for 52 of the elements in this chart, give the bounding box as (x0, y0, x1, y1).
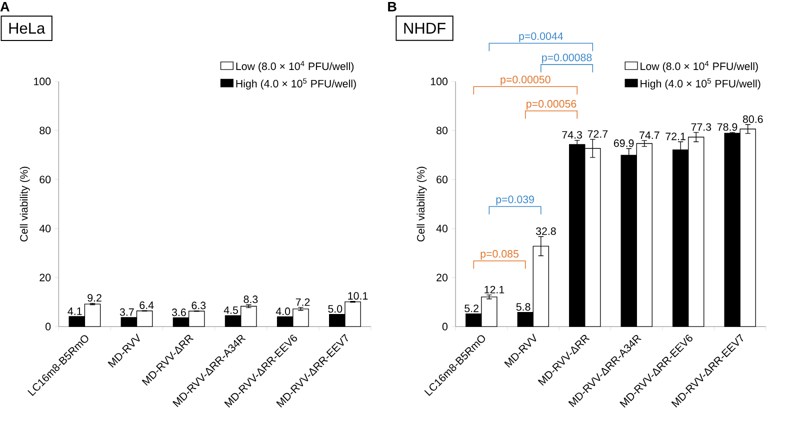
y-tick-label: 60 (436, 176, 448, 184)
text: p=0.00088 (542, 54, 592, 64)
data-label: 5.0 (328, 305, 342, 313)
legend-label: Low (8.0 × 10$^{4}$ PFU/well) (236, 61, 354, 72)
data-label: 6.4 (140, 301, 154, 310)
y-tick-label: 20 (436, 274, 448, 282)
y-tick-label: 80 (40, 126, 51, 134)
annotation: p=0.085 (480, 250, 519, 260)
data-label: 77.3 (691, 123, 712, 131)
text: B (388, 2, 396, 12)
data-label: 3.6 (172, 308, 186, 316)
y-tick-label: 60 (40, 176, 51, 184)
data-label: 5.8 (516, 303, 530, 311)
data-label: 10.1 (348, 292, 368, 300)
legend-label: High (4.0 × 10$^{5}$ PFU/well) (640, 78, 760, 90)
data-label: 8.3 (244, 296, 258, 304)
y-axis-title: Cell viability (%) (416, 166, 427, 242)
y-tick-label: 20 (40, 274, 51, 282)
data-label: 74.7 (640, 132, 660, 139)
annotation: p=0.00056 (526, 100, 576, 110)
data-label: 4.0 (276, 308, 290, 316)
legend-label: High (4.0 × 10$^{5}$ PFU/well) (236, 78, 356, 90)
data-label: 78.9 (717, 123, 738, 131)
y-tick-label: 100 (430, 78, 448, 86)
y-tick-label: 100 (34, 78, 51, 86)
text: p=0.0044 (519, 32, 563, 42)
chart-title: HeLa (9, 22, 46, 34)
data-label: 7.2 (296, 298, 310, 306)
data-label: 5.2 (464, 304, 478, 312)
annotation: p=0.039 (496, 196, 534, 206)
data-label: 69.9 (614, 139, 634, 147)
data-label: 6.3 (192, 302, 206, 310)
legend-label: Low (8.0 × 10$^{4}$ PFU/well) (640, 61, 758, 72)
data-label: 4.5 (224, 306, 238, 314)
text: A (0, 2, 10, 12)
y-tick-label: 40 (436, 224, 448, 232)
data-label: 4.1 (68, 308, 82, 315)
data-label: 32.8 (536, 227, 556, 235)
data-label: 3.7 (120, 308, 134, 316)
y-tick-label: 80 (436, 126, 448, 134)
data-label: 72.7 (588, 130, 608, 138)
data-label: 80.6 (742, 115, 763, 123)
y-tick-label: 40 (39, 224, 51, 232)
data-label: 72.1 (666, 132, 686, 140)
data-label: 74.3 (562, 131, 582, 139)
y-tick-label: 0 (46, 322, 51, 330)
data-label: 12.1 (484, 286, 504, 294)
y-axis-title: Cell viability (%) (20, 166, 30, 242)
chart-title: NHDF (404, 22, 446, 34)
annotation: p=0.00050 (500, 76, 550, 86)
data-label: 9.2 (88, 294, 102, 302)
y-tick-label: 0 (442, 322, 448, 330)
